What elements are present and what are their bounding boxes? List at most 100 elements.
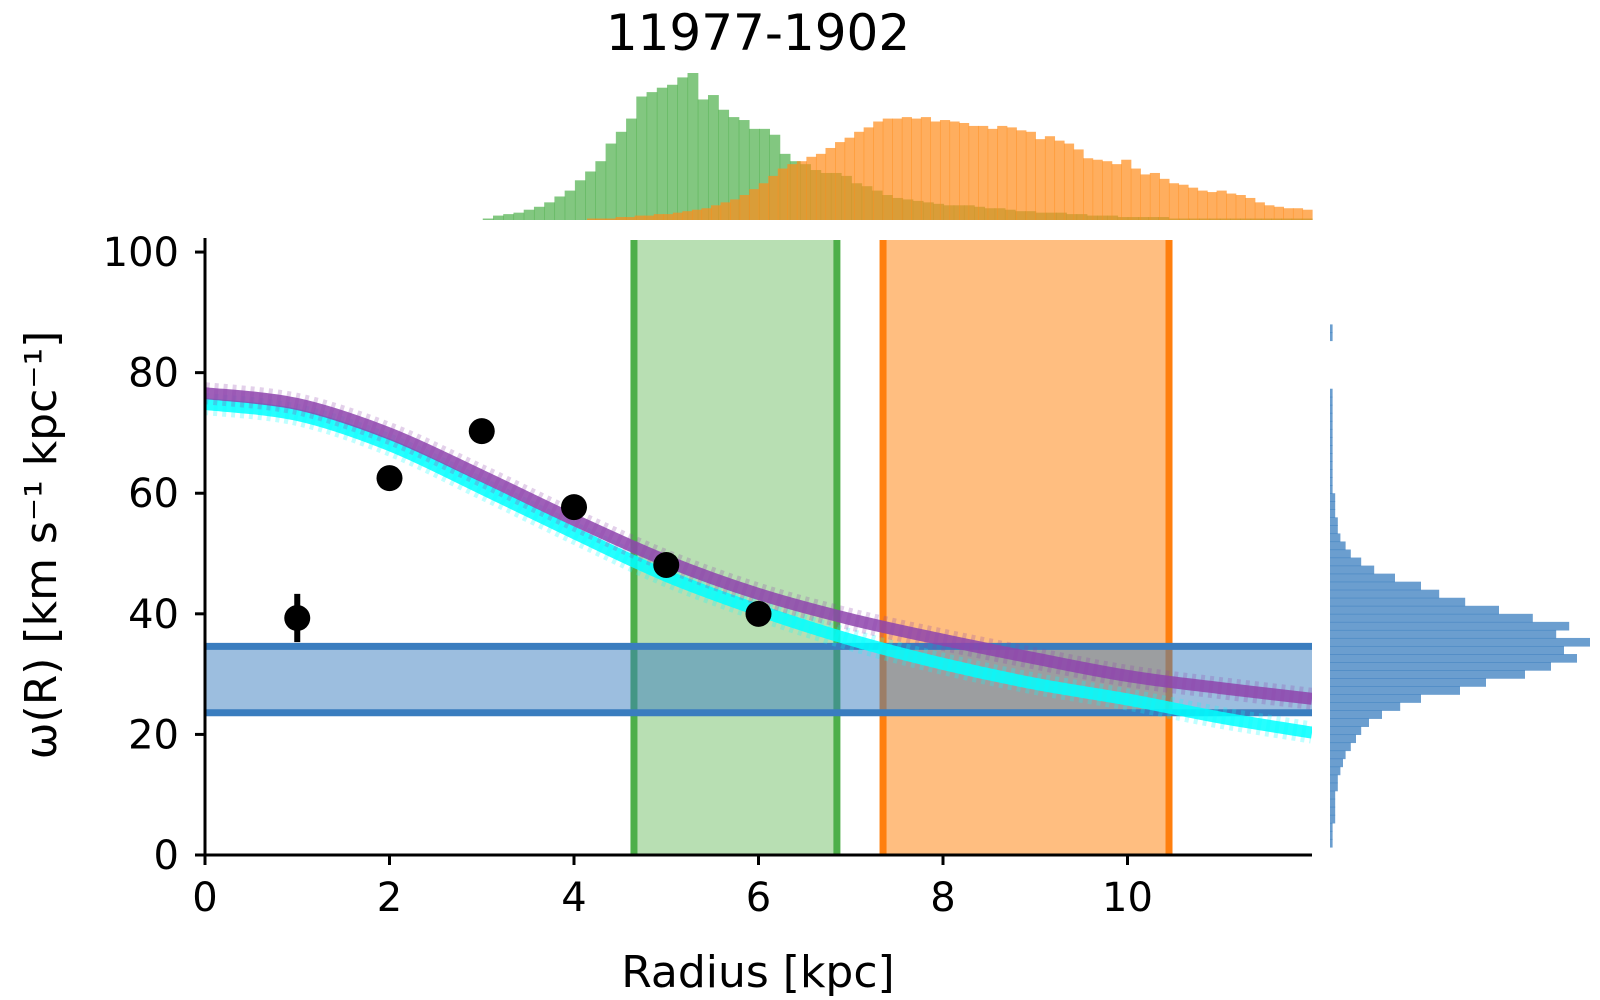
- orange-hist-bar: [987, 128, 998, 220]
- orange-hist-bar: [1006, 127, 1017, 220]
- green-hist-bar: [605, 143, 617, 220]
- green-hist-bar: [707, 95, 719, 220]
- orange-hist-bar: [1054, 140, 1065, 220]
- green-hist-bar: [718, 109, 730, 220]
- orange-hist-bar: [1273, 206, 1284, 220]
- orange-hist-bar: [606, 218, 617, 220]
- blue-hist-bar: [1330, 822, 1333, 832]
- right-marginal-histogram: [1330, 324, 1590, 848]
- blue-hist-bar: [1330, 613, 1533, 623]
- blue-hist-bar: [1330, 541, 1346, 551]
- data-point: [561, 494, 587, 521]
- orange-hist-bar: [720, 202, 731, 220]
- orange-hist-bar: [863, 127, 874, 220]
- blue-hist-bar: [1330, 581, 1421, 591]
- y-tick-label: 0: [154, 833, 179, 879]
- x-tick-label: 8: [930, 875, 955, 921]
- blue-hist-bar: [1330, 436, 1333, 446]
- green-hist-bar: [493, 215, 504, 220]
- y-tick-label: 100: [103, 230, 179, 276]
- blue-hist-bar: [1330, 710, 1382, 719]
- blue-hist-bar: [1330, 678, 1486, 687]
- blue-right-histogram-bars: [1330, 324, 1590, 848]
- blue-hist-bar: [1330, 662, 1551, 671]
- blue-hist-bar: [1330, 742, 1351, 752]
- orange-hist-bar: [615, 217, 626, 220]
- x-tick-label: 6: [746, 875, 771, 921]
- orange-hist-bar: [1235, 195, 1246, 220]
- blue-hist-bar: [1330, 589, 1440, 599]
- orange-hist-bar: [777, 168, 788, 220]
- orange-hist-bar: [672, 212, 683, 220]
- blue-hist-bar: [1330, 549, 1351, 559]
- orange-hist-bar: [691, 209, 703, 220]
- purple-curve: [205, 387, 1312, 705]
- orange-hist-bar: [682, 211, 693, 220]
- orange-hist-bar: [815, 153, 827, 220]
- blue-hist-bar: [1330, 332, 1333, 342]
- green-hist-bar: [667, 84, 678, 220]
- blue-hist-bar: [1330, 324, 1333, 334]
- blue-hist-bar: [1330, 718, 1369, 727]
- blue-hist-bar: [1330, 453, 1333, 462]
- blue-hist-bar: [1330, 388, 1333, 398]
- orange-hist-bar: [920, 117, 932, 220]
- orange-top-histogram: [586, 117, 1313, 220]
- blue-hist-bar: [1330, 637, 1590, 647]
- orange-hist-bar: [796, 161, 808, 220]
- orange-hist-bar: [586, 218, 598, 220]
- chart-title: 11977-1902: [606, 4, 910, 62]
- orange-hist-bar: [1063, 143, 1075, 220]
- orange-hist-bar: [768, 175, 779, 220]
- orange-hist-bar: [882, 118, 893, 220]
- data-point: [745, 600, 772, 627]
- orange-hist-bar: [1092, 159, 1103, 220]
- green-hist-bar: [759, 128, 771, 220]
- orange-hist-bar: [1216, 190, 1227, 220]
- blue-hist-bar: [1330, 798, 1336, 808]
- orange-hist-bar: [644, 215, 655, 220]
- blue-hist-bar: [1330, 830, 1333, 840]
- blue-hist-bar: [1330, 428, 1333, 438]
- orange-hist-bar: [844, 137, 855, 220]
- orange-hist-bar: [1111, 164, 1122, 220]
- orange-hist-bar: [978, 125, 989, 220]
- orange-hist-bar: [1283, 208, 1294, 220]
- orange-hist-bar: [653, 214, 664, 220]
- orange-hist-bar: [596, 218, 607, 220]
- blue-hist-bar: [1330, 485, 1333, 494]
- blue-hist-bar: [1330, 469, 1333, 478]
- blue-hist-bar: [1330, 525, 1338, 535]
- orange-band: [883, 240, 1170, 855]
- green-band: [633, 240, 837, 855]
- blue-hist-bar: [1330, 686, 1460, 695]
- x-axis-label: Radius [kpc]: [621, 947, 894, 998]
- orange-hist-bar: [1302, 209, 1313, 220]
- top-marginal-histograms: [482, 73, 1313, 220]
- green-hist-bar: [574, 180, 586, 220]
- blue-hist-bar: [1330, 790, 1336, 800]
- orange-hist-bar: [949, 121, 960, 220]
- green-hist-bar: [615, 131, 627, 220]
- green-hist-bar: [503, 214, 515, 220]
- green-hist-bar: [626, 118, 637, 220]
- blue-hist-bar: [1330, 814, 1336, 824]
- blue-hist-bar: [1330, 758, 1343, 768]
- orange-hist-bar: [1254, 202, 1265, 220]
- orange-hist-bar: [1073, 149, 1084, 220]
- y-tick-label: 60: [128, 471, 179, 517]
- blue-hist-bar: [1330, 774, 1338, 784]
- data-point: [468, 418, 495, 445]
- green-hist-bar: [636, 96, 648, 220]
- data-point: [376, 465, 403, 492]
- orange-hist-bar: [1264, 205, 1275, 220]
- blue-hist-bar: [1330, 621, 1570, 631]
- orange-hist-bar: [625, 217, 636, 220]
- x-tick-label: 4: [561, 875, 586, 921]
- green-hist-bar: [728, 117, 740, 220]
- blue-hist-bar: [1330, 605, 1499, 615]
- y-tick-label: 40: [128, 592, 179, 638]
- orange-hist-bar: [701, 208, 712, 220]
- green-hist-bar: [482, 218, 494, 220]
